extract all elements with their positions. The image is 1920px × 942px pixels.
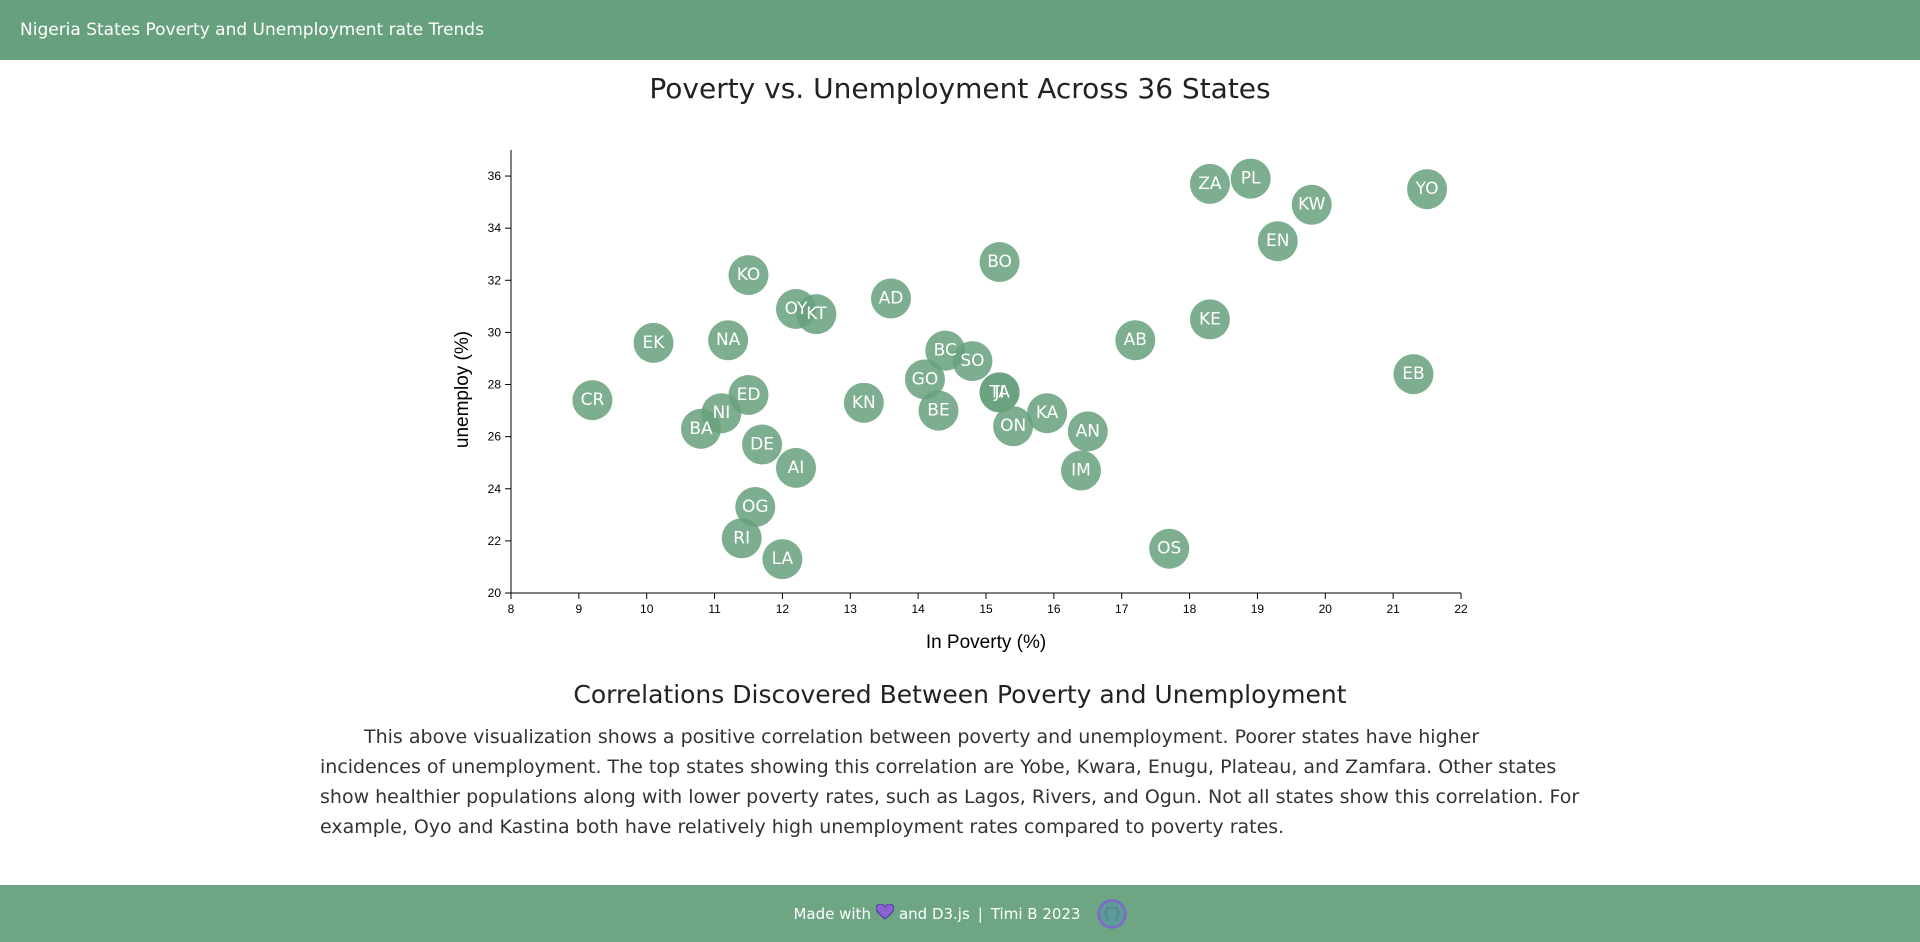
state-point[interactable]: [1407, 169, 1448, 210]
state-point[interactable]: [776, 447, 816, 488]
state-point[interactable]: [1393, 354, 1434, 395]
footer-d3: and D3.js: [898, 904, 970, 923]
x-tick-label: 22: [1454, 602, 1468, 616]
x-tick-label: 11: [708, 602, 721, 616]
state-point[interactable]: [871, 278, 911, 319]
navbar: Nigeria States Poverty and Unemployment …: [0, 0, 1920, 60]
footer: Made with and D3.js | Timi B 2023: [0, 885, 1920, 942]
y-tick-label: 34: [488, 221, 502, 235]
footer-separator: |: [977, 904, 983, 923]
y-tick-label: 28: [488, 378, 502, 392]
x-tick-label: 19: [1251, 602, 1265, 616]
state-point[interactable]: [572, 380, 613, 421]
x-tick-label: 8: [508, 602, 515, 616]
state-point[interactable]: [1189, 163, 1230, 204]
y-tick-label: 36: [488, 169, 502, 183]
x-tick-label: 12: [776, 602, 790, 616]
analysis-text: This above visualization shows a positiv…: [320, 726, 1580, 838]
state-point[interactable]: [904, 359, 945, 400]
state-point[interactable]: [728, 255, 769, 296]
x-tick-label: 9: [576, 602, 583, 616]
x-tick-label: 14: [911, 602, 925, 616]
x-tick-label: 17: [1115, 602, 1129, 616]
x-tick-label: 15: [979, 602, 993, 616]
x-tick-label: 18: [1183, 602, 1197, 616]
x-tick-label: 16: [1047, 602, 1061, 616]
y-tick-label: 26: [488, 430, 502, 444]
heart-icon: [875, 902, 895, 924]
state-point[interactable]: [1257, 221, 1298, 262]
chart-title: Poverty vs. Unemployment Across 36 State…: [649, 72, 1271, 105]
scatter-chart: 8 9 10 11 12 13 14 15 16 17 18 19 20 21 22 20 22 24 26 28 30…: [452, 150, 1468, 653]
y-tick-label: 20: [488, 586, 502, 600]
analysis-title: Correlations Discovered Between Poverty …: [573, 680, 1347, 709]
state-point[interactable]: [1149, 528, 1190, 569]
x-tick-label: 20: [1319, 602, 1333, 616]
state-point[interactable]: [843, 382, 884, 423]
state-point[interactable]: [742, 424, 783, 465]
state-point[interactable]: [979, 242, 1020, 283]
x-axis-label: In Poverty (%): [926, 632, 1046, 653]
state-point[interactable]: [1291, 184, 1332, 225]
footer-credit: Timi B 2023: [990, 904, 1081, 923]
state-point[interactable]: [1061, 450, 1101, 491]
state-point[interactable]: [1189, 299, 1230, 340]
x-tick-label: 13: [844, 602, 858, 616]
y-tick-label: 22: [488, 534, 502, 548]
state-point[interactable]: [633, 322, 674, 363]
y-axis-label: unemploy (%): [452, 331, 473, 448]
state-point[interactable]: [796, 294, 837, 335]
state-point[interactable]: [1027, 393, 1068, 434]
y-tick-label: 24: [488, 482, 502, 496]
state-point[interactable]: [708, 320, 749, 361]
x-tick-label: 10: [640, 602, 654, 616]
state-point[interactable]: [735, 487, 776, 528]
state-point[interactable]: [1230, 158, 1271, 199]
state-point[interactable]: [681, 408, 721, 449]
state-point[interactable]: [918, 390, 959, 431]
footer-made-with: Made with: [793, 904, 871, 923]
state-point[interactable]: [993, 406, 1034, 447]
state-point[interactable]: [762, 539, 803, 580]
state-point[interactable]: [979, 372, 1020, 413]
y-tick-label: 30: [488, 325, 502, 339]
github-icon[interactable]: [1096, 898, 1127, 929]
state-point[interactable]: [721, 518, 762, 559]
x-tick-label: 21: [1386, 602, 1400, 616]
state-point[interactable]: [952, 341, 993, 382]
navbar-brand[interactable]: Nigeria States Poverty and Unemployment …: [20, 20, 484, 40]
y-tick-label: 32: [488, 273, 502, 287]
state-point[interactable]: [1115, 320, 1156, 361]
state-point[interactable]: [1067, 411, 1108, 452]
